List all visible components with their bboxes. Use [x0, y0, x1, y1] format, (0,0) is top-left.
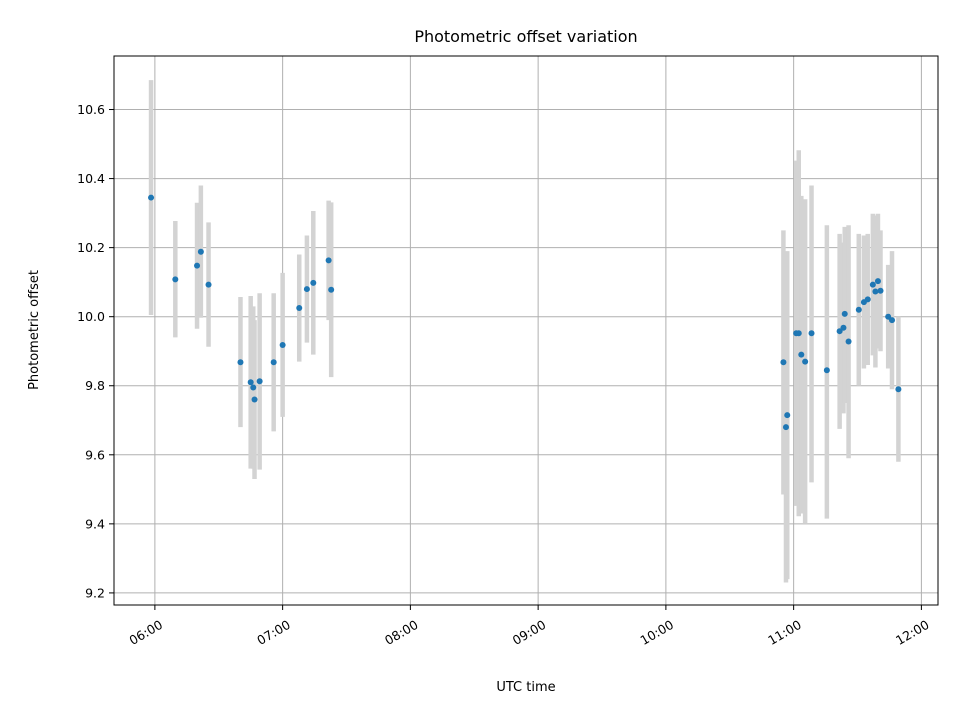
data-point [251, 396, 258, 403]
data-point [784, 412, 791, 419]
data-point [855, 306, 862, 313]
data-point [205, 281, 212, 288]
data-point [840, 324, 847, 331]
data-point [798, 351, 805, 358]
data-point [808, 330, 815, 337]
plot-frame [113, 55, 939, 606]
data-point [296, 305, 303, 312]
data-point [885, 313, 892, 320]
data-point [279, 342, 286, 349]
data-point [795, 330, 802, 337]
data-point [869, 281, 876, 288]
data-point [303, 286, 310, 293]
data-point [250, 384, 257, 391]
data-point [780, 359, 787, 366]
data-point [872, 288, 879, 295]
data-point [325, 257, 332, 264]
y-tick-label: 10.6 [77, 102, 105, 117]
data-point [877, 287, 884, 294]
data-point [247, 379, 254, 386]
data-point [836, 328, 843, 335]
data-point [172, 276, 179, 283]
data-point [237, 359, 244, 366]
data-point [310, 279, 317, 286]
chart-title: Photometric offset variation [414, 27, 637, 46]
x-axis-label: UTC time [496, 680, 555, 695]
data-point [148, 194, 155, 201]
data-point [845, 338, 852, 345]
y-axis-label: Photometric offset [27, 270, 42, 390]
data-point [802, 358, 809, 365]
y-tick-label: 10.2 [77, 240, 105, 255]
y-tick-label: 10.4 [77, 171, 105, 186]
data-point [823, 367, 830, 374]
data-point [270, 359, 277, 366]
data-point [197, 248, 204, 255]
y-axis-ticks: 9.2 9.4 9.6 9.8 10.0 10.2 10.4 10.6 [77, 102, 114, 600]
data-point [782, 424, 789, 431]
data-point [889, 317, 896, 324]
data-point [328, 286, 335, 293]
data-point [256, 378, 263, 385]
y-tick-label: 9.6 [85, 447, 105, 462]
data-point [841, 310, 848, 317]
y-tick-label: 9.8 [85, 378, 105, 393]
y-tick-label: 9.4 [85, 516, 105, 531]
data-point [874, 278, 881, 285]
data-point [864, 296, 871, 303]
y-tick-label: 9.2 [85, 585, 105, 600]
data-points [148, 194, 902, 431]
data-point [895, 386, 902, 393]
y-tick-label: 10.0 [77, 309, 105, 324]
data-point [194, 262, 201, 269]
